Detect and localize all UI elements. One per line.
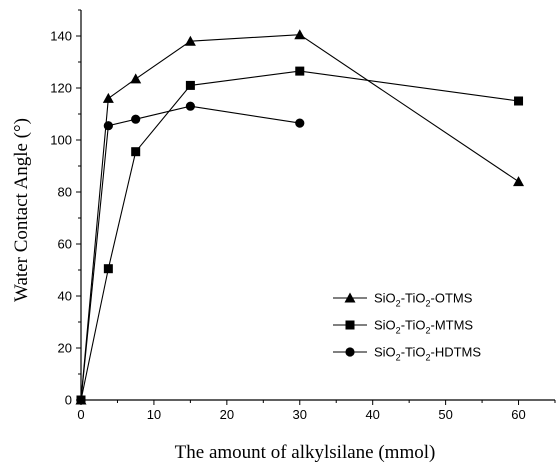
- x-axis-label: The amount of alkylsilane (mmol): [175, 442, 436, 463]
- triangle-data-point: [102, 92, 114, 103]
- circle-data-point: [103, 121, 113, 131]
- x-tick-label: 60: [511, 407, 525, 422]
- y-tick-label: 100: [50, 133, 72, 148]
- legend-subscript: 2: [425, 299, 430, 309]
- legend-text-part: -TiO: [401, 318, 426, 333]
- legend-subscript: 2: [396, 353, 401, 363]
- tick-labels: 0 10 20 30 40 50 60 0 20 40 60 80 100 120 140: [50, 29, 525, 423]
- legend-marker-square: [345, 320, 355, 330]
- y-tick-label: 40: [58, 289, 72, 304]
- legend-text-part: SiO: [374, 291, 396, 306]
- triangle-data-point: [184, 35, 196, 46]
- legend-text-part: -TiO: [401, 291, 426, 306]
- legend-subscript: 2: [425, 353, 430, 363]
- legend-marker-triangle: [344, 292, 356, 303]
- circle-data-point: [185, 101, 195, 111]
- square-data-point: [514, 96, 524, 106]
- x-tick-label: 40: [365, 407, 379, 422]
- y-tick-label: 0: [65, 393, 72, 408]
- legend-subscript: 2: [396, 299, 401, 309]
- legend-text-part: SiO: [374, 345, 396, 360]
- y-tick-label: 140: [50, 29, 72, 44]
- legend-marker-circle: [345, 347, 355, 357]
- y-tick-label: 60: [58, 237, 72, 252]
- series-markers: [75, 29, 525, 405]
- x-tick-label: 50: [438, 407, 452, 422]
- legend-text-part: -HDTMS: [431, 345, 482, 360]
- legend-text-part: -OTMS: [431, 291, 473, 306]
- legend-text-part: -MTMS: [431, 318, 474, 333]
- y-tick-label: 80: [58, 185, 72, 200]
- legend-subscript: 2: [396, 326, 401, 336]
- circle-data-point: [295, 118, 305, 128]
- x-tick-label: 10: [147, 407, 161, 422]
- tick-marks: [76, 9, 556, 405]
- series-line-square: [80, 70, 519, 401]
- x-tick-label: 0: [77, 407, 84, 422]
- legend-text-part: -TiO: [401, 345, 426, 360]
- square-data-point: [295, 66, 305, 76]
- y-axis-label: Water Contact Angle (°): [11, 118, 32, 302]
- circle-data-point: [131, 114, 141, 124]
- legend: SiO2-TiO2-OTMSSiO2-TiO2-MTMSSiO2-TiO2-HD…: [333, 291, 481, 363]
- series-line-circle: [80, 105, 300, 401]
- triangle-data-point: [130, 73, 142, 84]
- circle-data-point: [76, 395, 86, 405]
- axes: [80, 10, 555, 401]
- square-data-point: [103, 264, 113, 274]
- triangle-data-point: [513, 176, 525, 187]
- triangle-data-point: [294, 29, 306, 40]
- legend-label: SiO2-TiO2-MTMS: [374, 318, 473, 336]
- legend-text-part: SiO: [374, 318, 396, 333]
- legend-label: SiO2-TiO2-OTMS: [374, 291, 473, 309]
- x-tick-label: 30: [293, 407, 307, 422]
- square-data-point: [185, 80, 195, 90]
- legend-subscript: 2: [425, 326, 430, 336]
- legend-label: SiO2-TiO2-HDTMS: [374, 345, 481, 363]
- y-tick-label: 20: [58, 341, 72, 356]
- series-line-triangle: [80, 34, 519, 401]
- x-tick-label: 20: [220, 407, 234, 422]
- square-data-point: [131, 147, 141, 157]
- y-tick-label: 120: [50, 81, 72, 96]
